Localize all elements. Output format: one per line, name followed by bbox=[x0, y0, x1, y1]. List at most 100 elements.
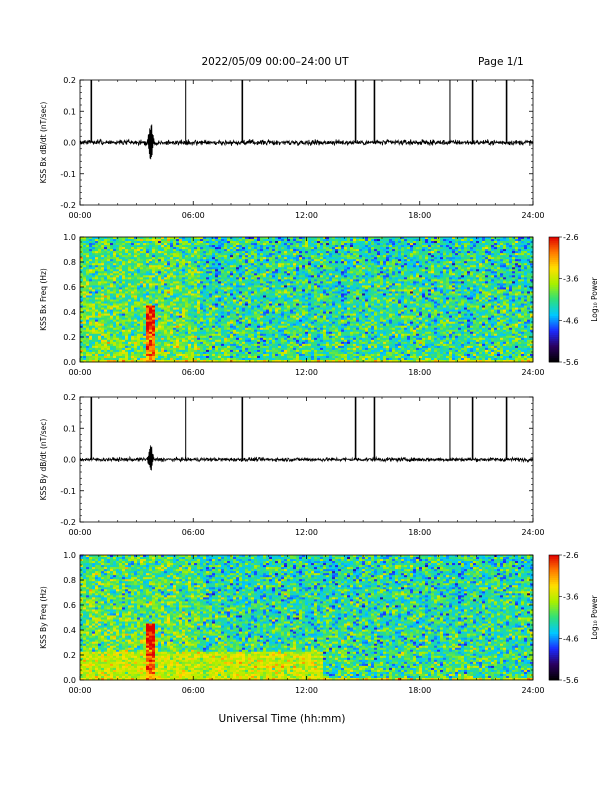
spectrogram-cell bbox=[122, 299, 126, 302]
spectrogram-cell bbox=[101, 313, 105, 317]
spectrogram-cell bbox=[98, 351, 102, 355]
spectrogram-cell bbox=[89, 315, 93, 319]
spectrogram-cell bbox=[92, 259, 96, 262]
spectrogram-cell bbox=[80, 287, 84, 290]
spectrogram-cell bbox=[95, 263, 99, 266]
spectrogram-cell bbox=[152, 273, 156, 276]
spectrogram-cell bbox=[140, 255, 144, 258]
spectrogram-cell bbox=[128, 333, 132, 337]
spectrogram-cell bbox=[110, 341, 114, 345]
spectrogram-cell bbox=[125, 263, 129, 266]
spectrogram-cell bbox=[143, 263, 147, 266]
spectrogram-cell bbox=[101, 343, 105, 347]
spectrogram-cell bbox=[134, 345, 138, 349]
spectrogram-cell bbox=[131, 341, 135, 345]
spectrogram-cell bbox=[134, 261, 138, 264]
spectrogram-cell bbox=[122, 249, 126, 252]
spectrogram-cell bbox=[152, 321, 156, 325]
spectrogram-cell bbox=[128, 293, 132, 296]
spectrogram-cell bbox=[80, 353, 84, 357]
spectrogram-cell bbox=[131, 249, 135, 252]
spectrogram-cell bbox=[83, 291, 87, 294]
spectrogram-cell bbox=[95, 255, 99, 258]
spectrogram-cell bbox=[95, 261, 99, 264]
spectrogram-cell bbox=[80, 237, 84, 240]
spectrogram-cell bbox=[101, 269, 105, 272]
spectrogram-cell bbox=[98, 317, 102, 321]
spectrogram-cell bbox=[107, 359, 111, 363]
spectrogram-cell bbox=[143, 359, 147, 363]
spectrogram-cell bbox=[110, 301, 114, 304]
spectrogram-cell bbox=[92, 295, 96, 298]
y-tick-label: 0.0 bbox=[63, 139, 76, 148]
spectrogram-cell bbox=[110, 309, 114, 312]
spectrogram-cell bbox=[107, 281, 111, 284]
spectrogram-cell bbox=[83, 317, 87, 321]
spectrogram-cell bbox=[128, 243, 132, 246]
spectrogram-cell bbox=[134, 301, 138, 304]
spectrogram-cell bbox=[131, 329, 135, 333]
spectrogram-cell bbox=[161, 245, 165, 248]
spectrogram-cell bbox=[152, 297, 156, 300]
spectrogram-cell bbox=[110, 325, 114, 329]
spectrogram-cell bbox=[101, 259, 105, 262]
spectrogram-cell bbox=[137, 347, 141, 351]
spectrogram-cell bbox=[131, 247, 135, 250]
spectrogram-cell bbox=[98, 281, 102, 284]
spectrogram-cell bbox=[140, 269, 144, 272]
spectrogram-cell bbox=[98, 283, 102, 286]
spectrogram-cell bbox=[113, 311, 117, 315]
spectrogram-cell bbox=[89, 245, 93, 248]
spectrogram-cell bbox=[137, 321, 141, 325]
spectrogram-cell bbox=[134, 287, 138, 290]
spectrogram-cell bbox=[131, 347, 135, 351]
spectrogram-cell bbox=[128, 281, 132, 284]
spectrogram-cell bbox=[128, 329, 132, 333]
spectrogram-cell bbox=[86, 333, 90, 337]
spectrogram-cell bbox=[155, 273, 159, 276]
spectrogram-cell bbox=[137, 331, 141, 335]
spectrogram-cell bbox=[137, 253, 141, 256]
spectrogram-cell bbox=[89, 357, 93, 361]
spectrogram-cell bbox=[92, 243, 96, 246]
spectrogram-cell bbox=[113, 307, 117, 310]
spectrogram-cell bbox=[113, 253, 117, 256]
spectrogram-cell bbox=[134, 333, 138, 337]
spectrogram-cell bbox=[152, 239, 156, 242]
spectrogram-cell bbox=[92, 261, 96, 264]
spectrogram-cell bbox=[158, 241, 162, 244]
spectrogram-cell bbox=[137, 273, 141, 276]
spectrogram-cell bbox=[89, 243, 93, 246]
spectrogram-cell bbox=[119, 295, 123, 298]
spectrogram-cell bbox=[110, 291, 114, 294]
spectrogram-cell bbox=[140, 331, 144, 335]
spectrogram-cell bbox=[149, 311, 153, 315]
spectrogram-cell bbox=[152, 261, 156, 264]
spectrogram-cell bbox=[161, 341, 165, 345]
spectrogram-cell bbox=[86, 279, 90, 282]
spectrogram-cell bbox=[119, 329, 123, 333]
spectrogram-cell bbox=[95, 287, 99, 290]
spectrogram-cell bbox=[119, 275, 123, 278]
spectrogram-cell bbox=[146, 333, 150, 337]
spectrogram-cell bbox=[104, 307, 108, 310]
spectrogram-cell bbox=[89, 241, 93, 244]
spectrogram-cell bbox=[155, 283, 159, 286]
spectrogram-cell bbox=[83, 355, 87, 359]
spectrogram-cell bbox=[95, 359, 99, 363]
spectrogram-cell bbox=[122, 287, 126, 290]
spectrogram-cell bbox=[119, 257, 123, 260]
spectrogram-cell bbox=[92, 247, 96, 250]
spectrogram-cell bbox=[137, 307, 141, 310]
spectrogram-cell bbox=[122, 245, 126, 248]
spectrogram-cell bbox=[80, 311, 84, 315]
spectrogram-cell bbox=[152, 275, 156, 278]
spectrogram-cell bbox=[122, 269, 126, 272]
spectrogram-cell bbox=[140, 353, 144, 357]
spectrogram-cell bbox=[161, 285, 165, 288]
spectrogram-cell bbox=[143, 249, 147, 252]
spectrogram-cell bbox=[155, 243, 159, 246]
spectrogram-cell bbox=[89, 247, 93, 250]
spectrogram-cell bbox=[137, 343, 141, 347]
spectrogram-cell bbox=[98, 357, 102, 361]
